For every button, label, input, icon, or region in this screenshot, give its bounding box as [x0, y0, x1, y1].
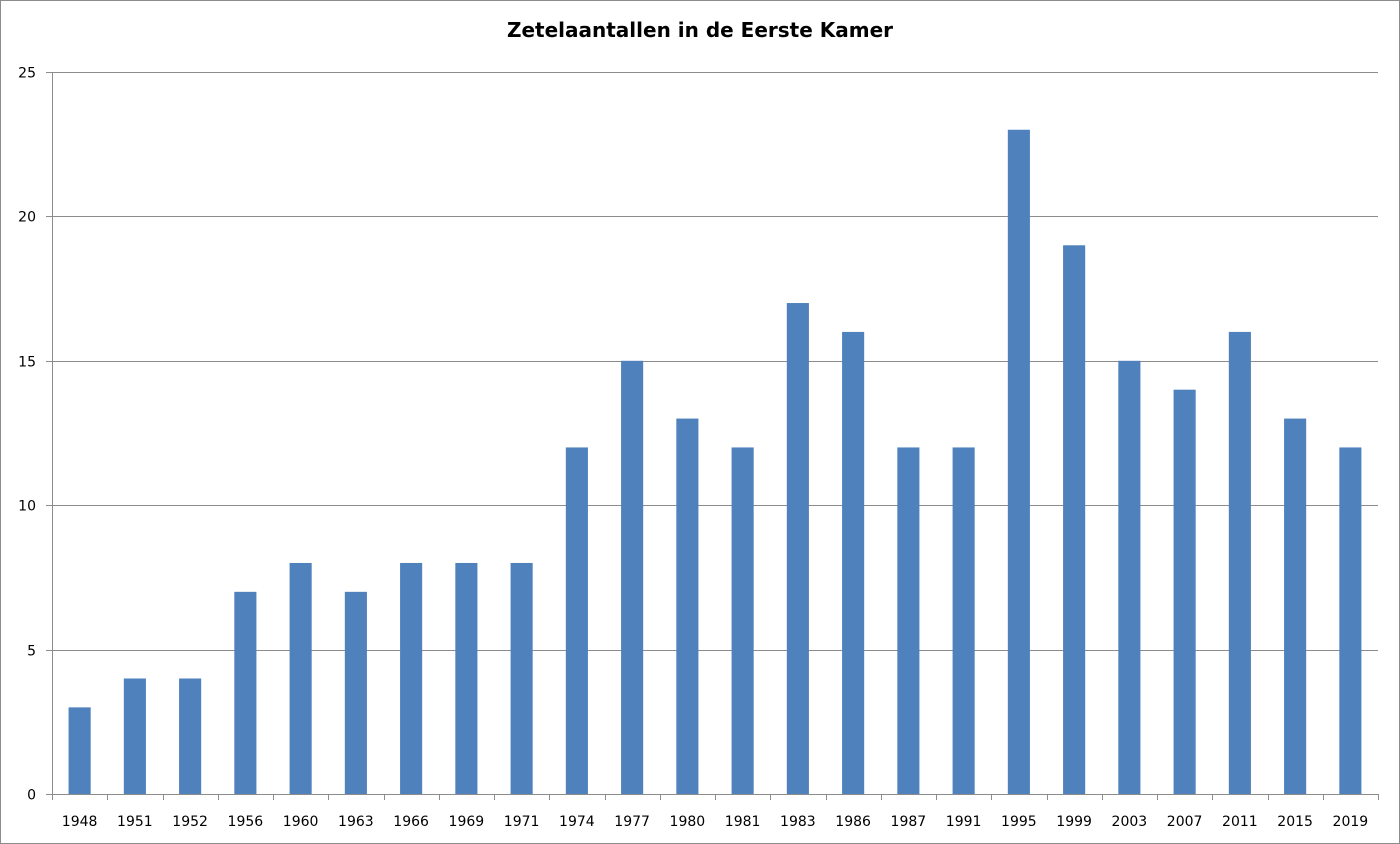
- y-tick-label: 10: [18, 499, 36, 515]
- x-tick-label: 1951: [117, 814, 153, 830]
- bar: [344, 591, 367, 794]
- bar: [1173, 389, 1196, 794]
- x-tick-label: 2011: [1222, 814, 1258, 830]
- x-tick-label: 1991: [946, 814, 982, 830]
- bar: [842, 331, 865, 794]
- bar: [1284, 418, 1307, 794]
- bar: [565, 447, 588, 794]
- x-tick-label: 2007: [1167, 814, 1203, 830]
- chart-title: Zetelaantallen in de Eerste Kamer: [506, 18, 894, 42]
- axes: [46, 72, 1379, 800]
- x-tick-label: 2003: [1112, 814, 1148, 830]
- x-tick-label: 2019: [1333, 814, 1369, 830]
- bar: [234, 591, 257, 794]
- bar: [289, 562, 312, 794]
- x-tick-label: 1963: [338, 814, 374, 830]
- x-tick-label: 1969: [449, 814, 485, 830]
- y-tick-label: 15: [18, 355, 36, 371]
- bar: [952, 447, 975, 794]
- x-tick-label: 1983: [780, 814, 816, 830]
- x-tick-label: 1995: [1001, 814, 1037, 830]
- x-tick-label: 1977: [614, 814, 650, 830]
- bar: [897, 447, 920, 794]
- bar: [1339, 447, 1362, 794]
- bars: [68, 129, 1362, 794]
- bar: [68, 707, 91, 794]
- y-tick-label: 0: [27, 788, 36, 804]
- bar: [510, 562, 533, 794]
- bar: [1228, 331, 1251, 794]
- bar: [400, 562, 423, 794]
- bar: [179, 678, 202, 794]
- bar: [1007, 129, 1030, 794]
- bar: [786, 303, 809, 794]
- x-tick-label: 1948: [62, 814, 98, 830]
- bar: [1118, 360, 1141, 794]
- bar: [731, 447, 754, 794]
- x-tick-label: 1999: [1056, 814, 1092, 830]
- x-tick-label: 1956: [228, 814, 264, 830]
- bar: [123, 678, 146, 794]
- tick-labels: 0 5 10 15 20 25 1948 1951 1952 1956 1960 1963 1966 19…: [18, 66, 1368, 831]
- x-tick-label: 1986: [835, 814, 871, 830]
- x-tick-label: 1966: [393, 814, 429, 830]
- y-tick-label: 5: [27, 644, 36, 660]
- x-tick-label: 1980: [670, 814, 706, 830]
- grid-lines: [52, 72, 1378, 651]
- bar: [676, 418, 699, 794]
- x-tick-label: 1974: [559, 814, 595, 830]
- x-tick-label: 1971: [504, 814, 540, 830]
- x-tick-label: 1981: [725, 814, 761, 830]
- y-tick-label: 25: [18, 66, 36, 82]
- x-tick-label: 1987: [891, 814, 927, 830]
- y-tick-label: 20: [18, 210, 36, 226]
- x-tick-label: 1952: [172, 814, 208, 830]
- x-tick-label: 1960: [283, 814, 319, 830]
- x-tick-label: 2015: [1277, 814, 1313, 830]
- bar: [621, 360, 644, 794]
- bar: [1063, 245, 1086, 794]
- bar: [455, 562, 478, 794]
